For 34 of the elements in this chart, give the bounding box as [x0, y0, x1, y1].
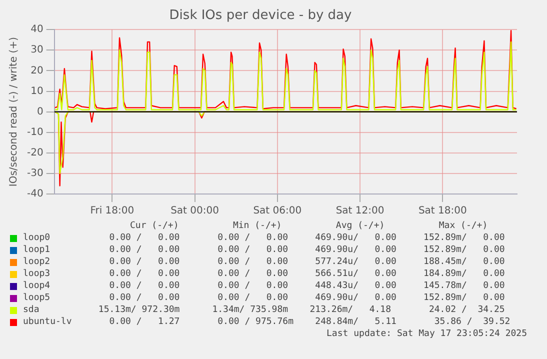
text: 0.00 / 0.00 0.00 / 0.00 448.43u/ 0.00 145.78m/ 0.00 [108, 280, 505, 292]
chart-title: Disk IOs per device - by day [169, 8, 352, 24]
x-tick-label: Sat 12:00 [336, 206, 384, 217]
text: 0.00 / 0.00 0.00 / 0.00 577.24u/ 0.00 188.45m/ 0.00 [108, 256, 505, 268]
text: Last update: Sat May 17 23:05:24 2025 [326, 328, 527, 340]
y-axis-title: IOs/second read (-) / write (+) [8, 36, 20, 187]
x-tick-label: Sat 06:00 [253, 206, 302, 217]
text: 15.13m/ 972.30m 1.34m/ 735.98m 213.26m/ 4.18 24.02 / 34.25 [97, 304, 505, 316]
legend-label: loop4 [23, 280, 52, 292]
y-tick-label: 30 [30, 44, 44, 56]
y-tick-label: 0 [36, 106, 44, 118]
y-tick-label: -30 [26, 168, 44, 180]
y-tick-label: 20 [30, 65, 44, 76]
text: Cur (-/+) Min (-/+) Avg (-/+) Max (-/+) [130, 220, 489, 232]
x-tick-label: Sat 18:00 [418, 206, 467, 217]
y-tick-label: -40 [26, 188, 44, 200]
y-tick-label: -10 [26, 126, 44, 138]
x-tick-label: Fri 18:00 [90, 206, 134, 217]
legend-label: loop0 [23, 232, 52, 244]
text: 0.00 / 0.00 0.00 / 0.00 566.51u/ 0.00 184.89m/ 0.00 [108, 268, 505, 280]
legend-label: loop1 [23, 244, 52, 256]
legend-label: loop2 [23, 256, 52, 268]
x-tick-label: Sat 00:00 [170, 206, 219, 217]
legend-label: loop3 [23, 268, 52, 280]
y-tick-label: -20 [26, 147, 44, 158]
legend-label: sda [23, 304, 40, 316]
text: 0.00 / 0.00 0.00 / 0.00 469.90u/ 0.00 152.89m/ 0.00 [108, 232, 505, 244]
text: 0.00 / 1.27 0.00 / 975.76m 248.84m/ 5.11 35.86 / 39.52 [108, 316, 510, 328]
legend-label: ubuntu-lv [23, 316, 73, 328]
legend-label: loop5 [23, 292, 52, 304]
y-tick-label: 10 [30, 86, 44, 97]
y-tick-label: 40 [30, 24, 44, 36]
text: 0.00 / 0.00 0.00 / 0.00 469.90u/ 0.00 152.89m/ 0.00 [108, 244, 505, 256]
text: 0.00 / 0.00 0.00 / 0.00 469.90u/ 0.00 152.89m/ 0.00 [108, 292, 505, 304]
